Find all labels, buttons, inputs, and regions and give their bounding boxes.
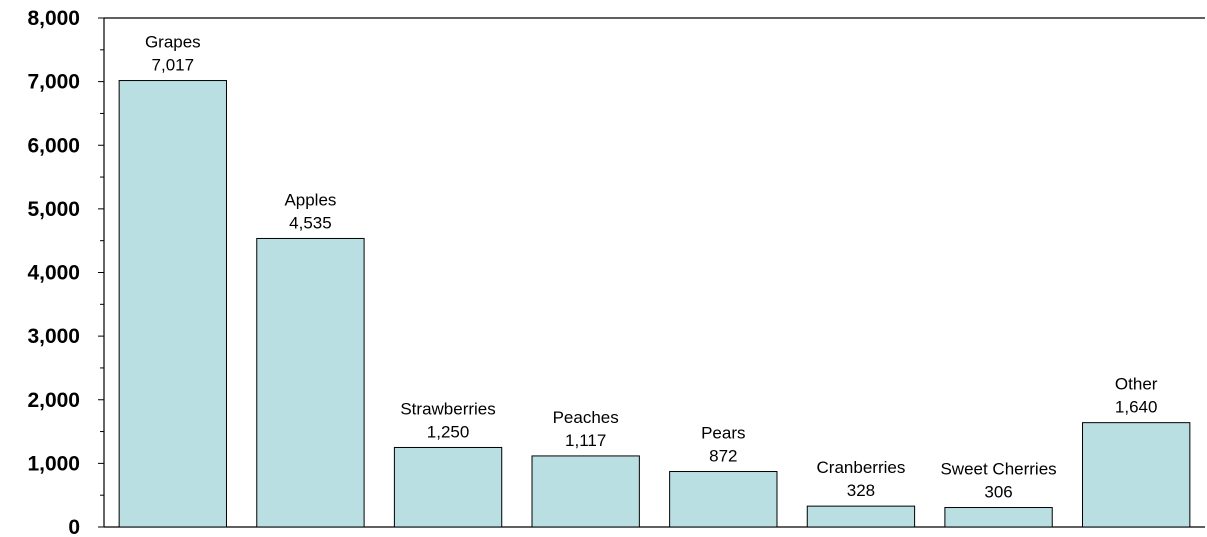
bar-cranberries xyxy=(806,505,916,528)
y-tick-label: 7,000 xyxy=(27,71,80,94)
y-tick-label: 5,000 xyxy=(27,198,80,221)
bar-category-label: Grapes xyxy=(145,33,201,52)
y-tick-label: 1,000 xyxy=(27,452,80,475)
bar-category-label: Other xyxy=(1115,375,1158,394)
bar-value-label: 7,017 xyxy=(152,56,195,75)
y-tick-label: 4,000 xyxy=(27,262,80,285)
bar-category-label: Pears xyxy=(701,424,745,443)
bar-category-label: Apples xyxy=(284,190,336,209)
bar-category-label: Strawberries xyxy=(400,399,495,418)
bar-value-label: 1,117 xyxy=(565,431,606,450)
bar-apples xyxy=(256,237,365,528)
bar-sweet-cherries xyxy=(944,507,1053,528)
bar-value-label: 1,250 xyxy=(427,422,470,441)
y-tick-label: 2,000 xyxy=(27,389,80,412)
bar-value-label: 1,640 xyxy=(1115,398,1158,417)
y-axis: 0 1,000 2,000 3,000 4,000 5,000 6,000 7,000 8,00… xyxy=(27,7,1205,537)
y-tick-label: 6,000 xyxy=(27,134,80,157)
bar-category-label: Sweet Cherries xyxy=(940,460,1056,479)
bar-value-label: 328 xyxy=(847,481,875,500)
bar-category-label: Cranberries xyxy=(817,458,906,477)
bar-value-label: 872 xyxy=(709,447,737,466)
bar-value-label: 4,535 xyxy=(289,213,332,232)
y-tick-label: 0 xyxy=(68,516,80,537)
bar-value-label: 306 xyxy=(984,483,1012,502)
bars xyxy=(118,80,1191,528)
y-tick-label: 8,000 xyxy=(27,7,80,30)
bar-other xyxy=(1082,422,1191,528)
bar-strawberries xyxy=(393,446,503,528)
bar-peaches xyxy=(531,455,640,528)
bar-labels: Grapes 7,017 Apples 4,535 Strawberries 1,250 P… xyxy=(145,33,1158,502)
bar-pears xyxy=(669,471,778,528)
y-tick-label: 3,000 xyxy=(27,325,80,348)
bar-grapes xyxy=(118,80,227,528)
bar-category-label: Peaches xyxy=(553,408,619,427)
